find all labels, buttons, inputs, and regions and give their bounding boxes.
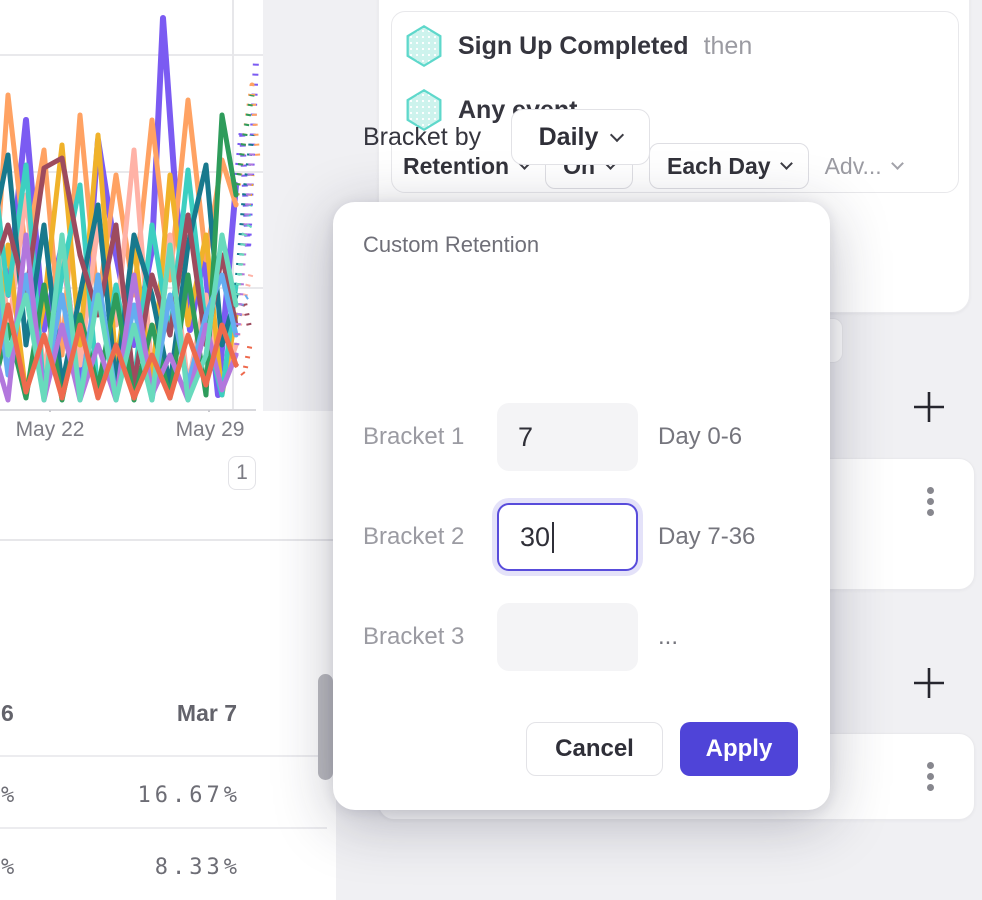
chart-line-incomplete (233, 223, 253, 306)
modal-title: Custom Retention (363, 232, 540, 257)
card-menu-button[interactable] (920, 760, 940, 793)
event-step-label: Sign Up Completed (458, 31, 689, 60)
custom-retention-modal: Custom Retention Bracket by Daily Bracke… (333, 109, 830, 810)
measure-selector[interactable]: Retention (403, 152, 531, 180)
bracket-3-input[interactable] (497, 603, 638, 671)
table-cell-value: 16.67% (137, 783, 241, 808)
add-metric-button[interactable] (911, 389, 947, 425)
chart-line (0, 302, 239, 401)
table-cell-partial: % (1, 855, 19, 880)
apply-button[interactable]: Apply (680, 722, 798, 776)
chart-line (0, 155, 239, 388)
cancel-button[interactable]: Cancel (526, 722, 663, 776)
kebab-menu-icon (926, 784, 934, 791)
chevron-down-icon (779, 157, 793, 170)
bracket-1-input[interactable] (497, 403, 638, 471)
granularity-selector[interactable]: Each Day (649, 143, 809, 189)
bracket-by-select[interactable]: Daily (511, 109, 650, 165)
panel-gap (263, 0, 336, 411)
chart-series-layer (0, 15, 261, 403)
kebab-menu-icon (926, 498, 934, 505)
kebab-menu-icon (926, 509, 934, 516)
plus-icon (914, 392, 944, 422)
text-cursor (552, 522, 554, 553)
card-menu-button[interactable] (920, 485, 940, 518)
chart-line-incomplete (234, 344, 253, 378)
chevron-down-icon (890, 157, 904, 170)
table-cell-value: 8.33% (154, 855, 241, 880)
bracket-by-value: Daily (538, 122, 599, 151)
table-cell-partial: % (1, 783, 19, 808)
chevron-down-icon (610, 127, 625, 142)
event-step-row-1[interactable]: Sign Up Completed then (405, 25, 752, 67)
x-axis-tick-label: May 22 (15, 418, 85, 441)
kebab-menu-icon (926, 762, 934, 769)
table-divider (0, 827, 327, 829)
advanced-selector[interactable]: Adv... (824, 152, 904, 180)
retention-line-chart (0, 0, 263, 412)
bracket-3-range: ... (658, 623, 679, 650)
event-step-suffix: then (703, 31, 753, 60)
vertical-scrollbar-thumb[interactable] (318, 674, 333, 780)
table-header-partial: 6 (1, 700, 14, 726)
table-divider (0, 755, 327, 757)
chart-pagination-button[interactable]: 1 (228, 456, 256, 490)
kebab-menu-icon (926, 773, 934, 780)
kebab-menu-icon (926, 487, 934, 494)
granularity-label: Each Day (667, 152, 771, 179)
plus-icon (914, 668, 944, 698)
measure-label: Retention (403, 152, 510, 179)
bracket-2-label: Bracket 2 (363, 523, 465, 550)
bracket-2-range: Day 7-36 (658, 523, 756, 550)
table-header-date: Mar 7 (176, 700, 237, 726)
x-axis-tick-label: May 29 (175, 418, 245, 441)
event-hexagon-icon (405, 89, 443, 131)
advanced-label: Adv... (824, 152, 882, 179)
section-divider (0, 539, 336, 541)
bracket-2-input[interactable] (497, 503, 638, 571)
bracket-1-range: Day 0-6 (658, 423, 743, 450)
add-metric-button[interactable] (911, 665, 947, 701)
bracket-1-label: Bracket 1 (363, 423, 465, 450)
bracket-by-label: Bracket by (363, 122, 482, 151)
bracket-3-label: Bracket 3 (363, 623, 465, 650)
event-hexagon-icon (405, 25, 443, 67)
